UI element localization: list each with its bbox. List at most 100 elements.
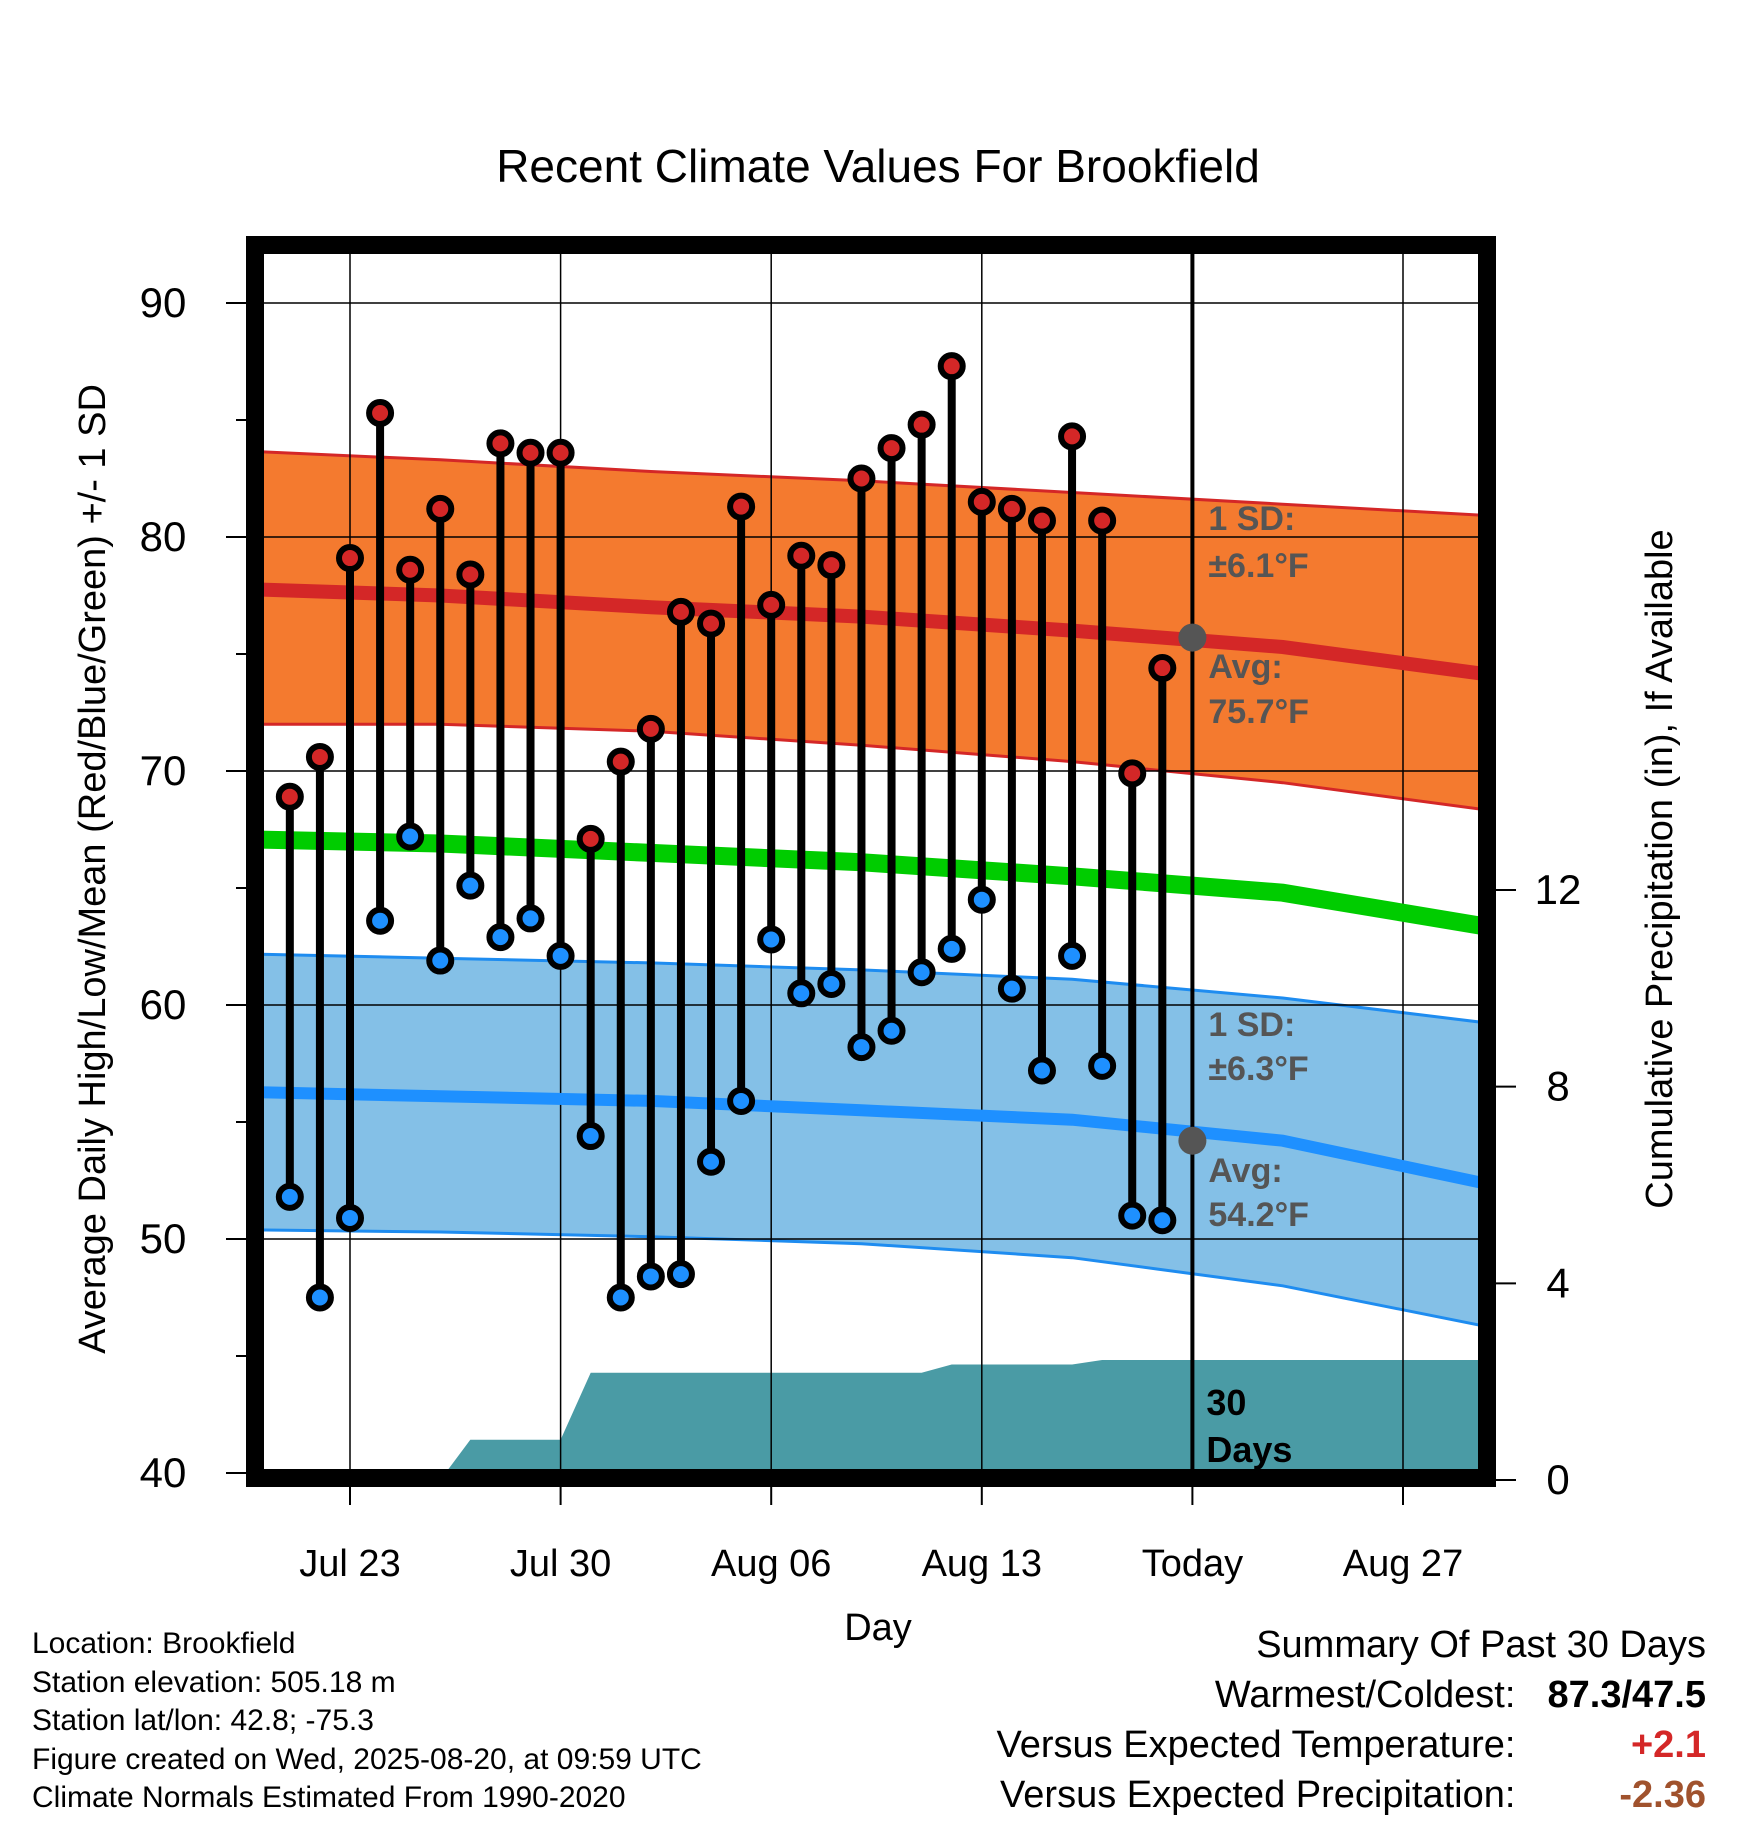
daily-high-point bbox=[997, 494, 1026, 523]
daily-low-point bbox=[456, 871, 485, 900]
y2-tick-label: 4 bbox=[1546, 1259, 1569, 1306]
y-axis-label-left: Average Daily High/Low/Mean (Red/Blue/Gr… bbox=[72, 384, 114, 1354]
daily-low-point bbox=[967, 885, 996, 914]
y-tick-label: 60 bbox=[140, 981, 187, 1028]
daily-low-point bbox=[847, 1033, 876, 1062]
daily-high-point bbox=[336, 544, 364, 573]
daily-high-point bbox=[576, 824, 605, 853]
daily-high-point bbox=[516, 438, 545, 467]
x-tick-label: Jul 30 bbox=[510, 1543, 611, 1585]
daily-high-point bbox=[787, 541, 816, 570]
y-axis-label-right: Cumulative Precipitation (in), If Availa… bbox=[1639, 529, 1681, 1208]
low-sd-value: ±6.3°F bbox=[1208, 1050, 1308, 1088]
daily-low-point bbox=[366, 906, 395, 935]
daily-high-point bbox=[1118, 759, 1147, 788]
daily-low-point bbox=[426, 946, 455, 975]
y2-tick-label: 8 bbox=[1546, 1063, 1569, 1110]
daily-high-point bbox=[275, 782, 304, 811]
latlon-text: Station lat/lon: 42.8; -75.3 bbox=[32, 1704, 374, 1737]
low-avg-label: Avg: bbox=[1208, 1152, 1282, 1190]
daily-high-point bbox=[1148, 654, 1177, 683]
daily-low-point bbox=[636, 1262, 665, 1291]
daily-high-point bbox=[606, 747, 635, 776]
daily-low-point bbox=[396, 822, 425, 851]
high-avg-value: 75.7°F bbox=[1208, 693, 1309, 731]
high-avg-label: Avg: bbox=[1208, 648, 1282, 686]
y-tick-label: 70 bbox=[140, 747, 187, 794]
low-lower-edge bbox=[255, 1228, 1487, 1329]
precip-label-days: Days bbox=[1206, 1429, 1292, 1470]
low-avg-line bbox=[255, 1086, 1487, 1191]
warm-cold-value: 87.3/47.5 bbox=[1547, 1674, 1706, 1716]
y-tick-label: 40 bbox=[140, 1449, 187, 1496]
daily-high-point bbox=[666, 597, 695, 626]
y2-tick-label: 0 bbox=[1546, 1456, 1569, 1503]
daily-high-point bbox=[456, 560, 485, 589]
daily-low-point bbox=[787, 979, 816, 1008]
daily-low-point bbox=[275, 1182, 304, 1211]
daily-low-point bbox=[576, 1122, 605, 1151]
x-tick-label: Today bbox=[1142, 1543, 1243, 1585]
x-tick-label: Aug 13 bbox=[922, 1543, 1042, 1585]
x-tick-label: Aug 27 bbox=[1343, 1543, 1463, 1585]
summary-warm-cold: Warmest/Coldest: 87.3/47.5 bbox=[997, 1670, 1706, 1720]
low-avg-value: 54.2°F bbox=[1208, 1196, 1309, 1234]
warm-cold-label: Warmest/Coldest: bbox=[1214, 1674, 1516, 1716]
summary-title: Summary Of Past 30 Days bbox=[1256, 1624, 1706, 1666]
y-tick-label: 80 bbox=[140, 513, 187, 560]
today-high-avg-marker bbox=[1178, 623, 1207, 652]
today-low-avg-marker bbox=[1178, 1126, 1207, 1155]
chart-title: Recent Climate Values For Brookfield bbox=[496, 140, 1260, 192]
daily-low-point bbox=[1088, 1051, 1117, 1080]
low-sd-label: 1 SD: bbox=[1208, 1006, 1295, 1044]
high-sd-label: 1 SD: bbox=[1208, 500, 1295, 538]
daily-low-point bbox=[907, 958, 936, 987]
daily-low-point bbox=[1118, 1201, 1147, 1230]
daily-high-point bbox=[1088, 506, 1117, 535]
daily-low-point bbox=[877, 1016, 906, 1045]
summary-precip: Versus Expected Precipitation: -2.36 bbox=[997, 1770, 1706, 1820]
daily-low-point bbox=[937, 934, 966, 963]
precip-area bbox=[441, 1360, 1487, 1478]
daily-high-point bbox=[907, 410, 936, 439]
temp-label: Versus Expected Temperature: bbox=[996, 1724, 1516, 1766]
location-text: Location: Brookfield bbox=[32, 1627, 296, 1660]
daily-low-point bbox=[817, 969, 846, 998]
daily-low-point bbox=[516, 904, 545, 933]
daily-high-point bbox=[967, 487, 996, 516]
elevation-text: Station elevation: 505.18 m bbox=[32, 1665, 396, 1699]
daily-low-point bbox=[1058, 941, 1087, 970]
daily-low-point bbox=[336, 1203, 364, 1232]
daily-high-point bbox=[847, 464, 876, 493]
daily-high-point bbox=[1058, 422, 1087, 451]
created-text: Figure created on Wed, 2025-08-20, at 09… bbox=[32, 1742, 702, 1776]
daily-high-point bbox=[937, 352, 966, 381]
precip-label: Versus Expected Precipitation: bbox=[1000, 1774, 1516, 1816]
temp-value: +2.1 bbox=[1630, 1724, 1706, 1766]
daily-high-point bbox=[486, 429, 515, 458]
daily-high-point bbox=[727, 492, 756, 521]
daily-high-point bbox=[636, 714, 665, 743]
summary-temp: Versus Expected Temperature: +2.1 bbox=[997, 1720, 1706, 1770]
daily-high-point bbox=[1027, 506, 1056, 535]
y-tick-label: 90 bbox=[140, 279, 187, 326]
y2-tick-label: 12 bbox=[1535, 866, 1582, 913]
daily-low-point bbox=[666, 1260, 695, 1289]
normals-text: Climate Normals Estimated From 1990-2020 bbox=[32, 1781, 626, 1814]
daily-low-point bbox=[546, 941, 575, 970]
daily-high-point bbox=[396, 555, 425, 584]
station-info: Location: Brookfield Station elevation: … bbox=[32, 1625, 702, 1818]
high-sd-value: ±6.1°F bbox=[1208, 547, 1308, 585]
daily-high-point bbox=[757, 590, 786, 619]
daily-high-point bbox=[546, 438, 575, 467]
daily-low-point bbox=[757, 925, 786, 954]
daily-high-point bbox=[697, 609, 726, 638]
daily-low-point bbox=[606, 1283, 635, 1312]
plot-inner bbox=[255, 245, 1487, 1478]
daily-low-point bbox=[727, 1086, 756, 1115]
daily-low-point bbox=[697, 1147, 726, 1176]
daily-high-point bbox=[817, 551, 846, 580]
daily-high-point bbox=[366, 398, 395, 427]
x-axis-label: Day bbox=[844, 1607, 912, 1649]
